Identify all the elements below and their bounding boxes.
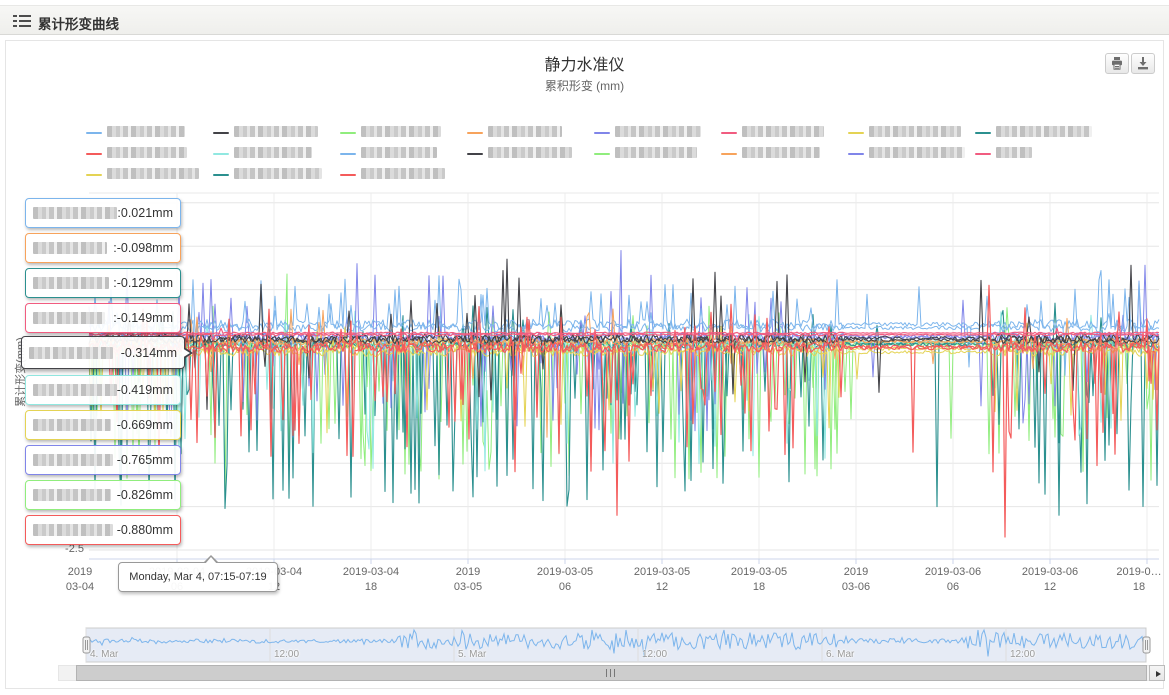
tooltip-series-value: -0.669mm: [117, 418, 173, 432]
tooltip-series-name-redacted: [29, 347, 113, 359]
tooltip-series-name-redacted: [33, 489, 111, 501]
tooltip-series-row: -0.765mm: [25, 445, 181, 475]
tooltip-series-row: :-0.149mm: [25, 303, 181, 333]
tooltip-series-name-redacted: [33, 454, 113, 466]
page-title: 累计形变曲线: [38, 13, 119, 33]
navigator-tick-label: 12:00: [1010, 649, 1035, 660]
navigator-tick-label: 5. Mar: [458, 649, 486, 660]
tooltip-series-row: :-0.098mm: [25, 233, 181, 263]
scrollbar-grip-icon: [606, 669, 616, 677]
tooltip-series-name-redacted: [33, 419, 111, 431]
tooltip-series-value: -0.826mm: [117, 488, 173, 502]
tooltip-series-value: :-0.129mm: [113, 276, 173, 290]
tooltip-series-value: -0.314mm: [121, 346, 177, 360]
list-menu-icon[interactable]: [13, 14, 31, 28]
tooltip-date-label: Monday, Mar 4, 07:15-07:19: [129, 571, 266, 583]
tooltip-series-row: -0.880mm: [25, 515, 181, 545]
tooltip-series-value: :0.021mm: [117, 206, 173, 220]
chart-panel: 静力水准仪 累积形变 (mm) 累计形变(mm) -2.5 201903-042…: [5, 40, 1164, 689]
tooltip-series-value: :-0.098mm: [113, 241, 173, 255]
navigator-tick-label: 6. Mar: [826, 649, 854, 660]
tooltip-series-value: -0.880mm: [117, 523, 173, 537]
tooltip-series-value: :-0.149mm: [113, 311, 173, 325]
top-bar: 累计形变曲线: [0, 5, 1169, 35]
tooltip-series-row: -0.669mm: [25, 410, 181, 440]
tooltip-series-row: -0.314mm: [21, 336, 185, 369]
tooltip-series-name-redacted: [33, 384, 117, 396]
navigator-tick-label: 12:00: [274, 649, 299, 660]
navigator-tick-label: 4. Mar: [90, 649, 118, 660]
tooltip-series-name-redacted: [33, 207, 117, 219]
tooltip-date: Monday, Mar 4, 07:15-07:19: [118, 562, 278, 592]
navigator-right-handle[interactable]: [1143, 637, 1150, 653]
navigator-tick-label: 12:00: [642, 649, 667, 660]
tooltip-series-name-redacted: [33, 277, 109, 289]
tooltip-series-name-redacted: [33, 524, 113, 536]
tooltip-series-row: -0.419mm: [25, 375, 181, 405]
tooltip-series-row: :-0.129mm: [25, 268, 181, 298]
navigator-left-handle[interactable]: [83, 637, 90, 653]
tooltip-series-row: -0.826mm: [25, 480, 181, 510]
tooltip-series-value: -0.765mm: [117, 453, 173, 467]
tooltip-series-row: :0.021mm: [25, 198, 181, 228]
tooltip-series-name-redacted: [33, 242, 107, 254]
tooltip-series-value: -0.419mm: [117, 383, 173, 397]
tooltip-series-name-redacted: [33, 312, 105, 324]
